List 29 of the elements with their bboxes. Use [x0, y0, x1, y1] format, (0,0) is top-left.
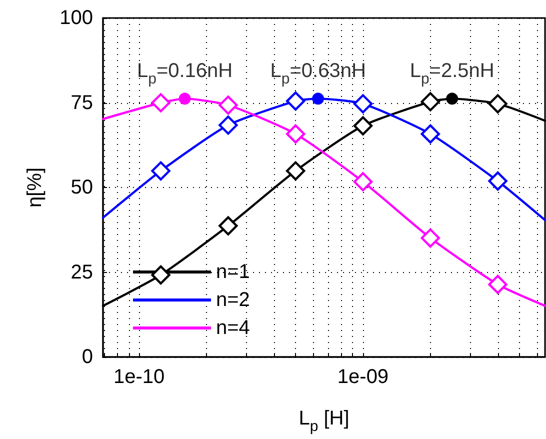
- point: [353, 94, 373, 114]
- y-tick-label: 50: [70, 176, 93, 198]
- legend-label: n=1: [216, 261, 250, 283]
- y-axis-title: η[%]: [24, 167, 46, 208]
- point: [218, 96, 238, 115]
- legend-label: n=2: [216, 289, 250, 311]
- point: [151, 265, 170, 285]
- point: [218, 116, 238, 135]
- point: [286, 91, 306, 111]
- point: [488, 274, 508, 294]
- y-tick-label: 75: [70, 92, 93, 114]
- point: [420, 92, 440, 112]
- point: [151, 93, 170, 112]
- point: [286, 124, 306, 144]
- y-tick-label: 25: [70, 261, 93, 284]
- point: [420, 124, 440, 144]
- point: [488, 94, 508, 114]
- point: [353, 172, 373, 192]
- point: [218, 216, 238, 236]
- point: [151, 161, 170, 180]
- point: [420, 228, 440, 248]
- x-tick-label: 1e-10: [114, 366, 165, 388]
- y-tick-label: 0: [82, 346, 93, 368]
- point: [286, 161, 306, 180]
- y-tick-label: 100: [60, 7, 93, 29]
- legend-label: n=4: [216, 317, 250, 339]
- point: [353, 116, 373, 136]
- point: [488, 171, 508, 191]
- x-tick-label: 1e-09: [337, 366, 389, 388]
